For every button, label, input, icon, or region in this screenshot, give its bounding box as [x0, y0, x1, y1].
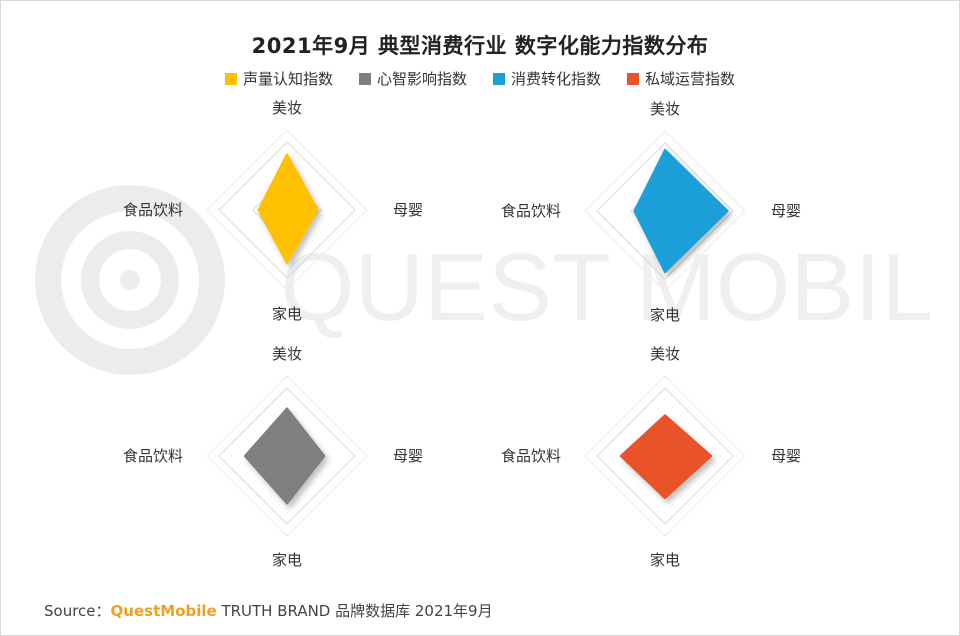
legend-label: 私域运营指数 [645, 70, 736, 88]
source-prefix: Source： [44, 602, 111, 620]
radar-axis-label: 美妆 [272, 99, 302, 117]
legend-label: 声量认知指数 [242, 70, 333, 88]
radar-series-area [633, 148, 729, 274]
radar-axis-label: 美妆 [650, 345, 680, 363]
legend-item: 私域运营指数 [627, 68, 735, 89]
source-brand: QuestMobile [110, 602, 217, 620]
radar-axis-label: 食品饮料 [123, 447, 183, 465]
radar-grid [206, 129, 368, 291]
radar-axis-label: 母婴 [771, 447, 801, 465]
radar-grid [584, 130, 746, 292]
radar-series-area [619, 414, 713, 500]
source-rest: TRUTH BRAND 品牌数据库 2021年9月 [216, 602, 493, 620]
radar-grid [584, 375, 746, 537]
source-note: Source：QuestMobile TRUTH BRAND 品牌数据库 202… [44, 600, 493, 621]
legend-swatch [224, 72, 237, 85]
radar-axis-label: 母婴 [393, 447, 423, 465]
radar-axis-label: 食品饮料 [501, 202, 561, 220]
radar-axis-label: 母婴 [771, 202, 801, 220]
radar-axis-label: 家电 [650, 551, 680, 569]
radar-grid [596, 142, 734, 280]
legend-swatch [627, 72, 640, 85]
legend-label: 心智影响指数 [376, 70, 467, 88]
legend-label: 消费转化指数 [511, 70, 602, 88]
radar-grid [596, 387, 734, 525]
legend-item: 消费转化指数 [493, 68, 601, 89]
legend-swatch [493, 72, 505, 85]
radar-axis-label: 家电 [272, 551, 302, 569]
legend-swatch [358, 72, 371, 85]
radar-series-area [243, 407, 326, 505]
radar-series-area [257, 153, 319, 265]
radar-grid [218, 141, 356, 279]
radar-axis-label: 美妆 [272, 345, 302, 363]
legend-item: 声量认知指数 [224, 68, 333, 89]
radar-axis-label: 食品饮料 [501, 447, 561, 465]
legend: 声量认知指数 心智影响指数 消费转化指数 私域运营指数 [0, 68, 960, 89]
radar-grid [218, 387, 356, 525]
radar-axis-label: 美妆 [650, 100, 680, 118]
radar-axis-label: 家电 [272, 305, 302, 323]
chart-title: 2021年9月 典型消费行业 数字化能力指数分布 [251, 34, 709, 58]
radar-axis-label: 母婴 [393, 201, 423, 219]
legend-item: 心智影响指数 [358, 68, 467, 89]
radar-grid [206, 375, 368, 537]
radar-axis-label: 家电 [650, 306, 680, 324]
radar-axis-label: 食品饮料 [123, 201, 183, 219]
